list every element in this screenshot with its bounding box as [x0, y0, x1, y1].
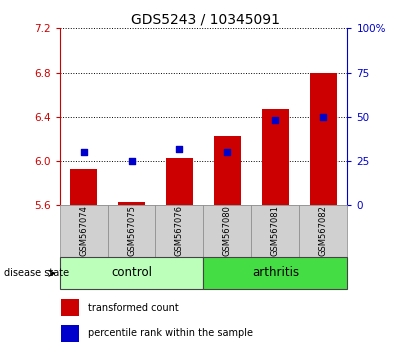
Bar	[61, 325, 79, 342]
Text: GSM567080: GSM567080	[223, 206, 232, 256]
Bar	[155, 205, 203, 257]
Bar	[252, 205, 299, 257]
Bar	[60, 257, 203, 289]
Text: control: control	[111, 266, 152, 279]
Bar	[310, 73, 337, 205]
Bar	[214, 136, 240, 205]
Text: GSM567081: GSM567081	[271, 206, 280, 256]
Text: GSM567082: GSM567082	[319, 206, 328, 256]
Text: percentile rank within the sample: percentile rank within the sample	[88, 328, 253, 338]
Bar	[203, 205, 252, 257]
Text: GSM567074: GSM567074	[79, 206, 88, 256]
Text: disease state: disease state	[4, 268, 69, 278]
Text: GSM567076: GSM567076	[175, 205, 184, 257]
Point	[176, 146, 183, 152]
Point	[320, 114, 327, 120]
Bar	[203, 257, 347, 289]
Bar	[299, 205, 347, 257]
Point	[272, 118, 279, 123]
Text: transformed count: transformed count	[88, 303, 179, 313]
Bar	[118, 202, 145, 205]
Bar	[70, 169, 97, 205]
Point	[128, 158, 135, 164]
Text: GSM567075: GSM567075	[127, 206, 136, 256]
Text: arthritis: arthritis	[252, 266, 299, 279]
Point	[80, 149, 87, 155]
Bar	[108, 205, 155, 257]
Bar	[262, 109, 289, 205]
Text: GDS5243 / 10345091: GDS5243 / 10345091	[131, 12, 280, 27]
Bar	[166, 158, 193, 205]
Point	[224, 149, 231, 155]
Bar	[61, 299, 79, 316]
Bar	[60, 205, 108, 257]
